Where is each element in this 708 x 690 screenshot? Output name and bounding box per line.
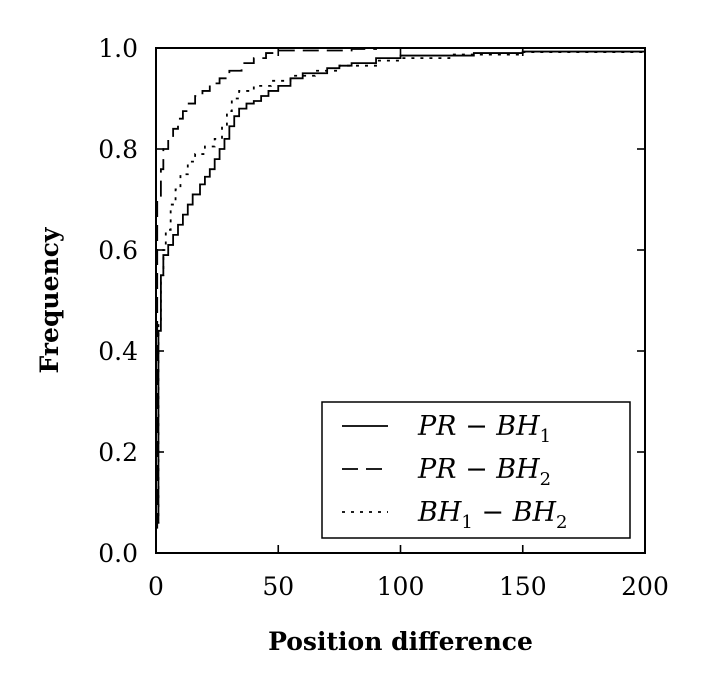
x-axis-label: Position difference	[268, 627, 533, 656]
x-tick-label: 50	[262, 572, 294, 601]
series-line-dashed	[156, 47, 645, 529]
y-tick-label: 1.0	[98, 34, 138, 63]
legend-label: PR − BH2	[417, 454, 551, 490]
x-tick-label: 150	[499, 572, 547, 601]
y-tick-label: 0.0	[98, 539, 138, 568]
y-tick-label: 0.8	[98, 135, 138, 164]
y-tick-label: 0.4	[98, 337, 138, 366]
x-tick-label: 0	[148, 572, 164, 601]
y-tick-label: 0.2	[98, 438, 138, 467]
y-axis-label: Frequency	[35, 226, 64, 373]
plot-area: 0 50 100 150 200 0.0 0.2 0.4 0.6 0.8 1.0 PR − BH1 PR…	[98, 34, 669, 601]
series-line-solid	[156, 49, 646, 524]
legend-label: PR − BH1	[417, 411, 551, 447]
x-tick-label: 100	[377, 572, 425, 601]
legend-box	[321, 401, 631, 539]
legend-label: BH1 − BH2	[417, 497, 567, 533]
x-tick-label: 200	[621, 572, 669, 601]
y-tick-label: 0.6	[98, 236, 138, 265]
